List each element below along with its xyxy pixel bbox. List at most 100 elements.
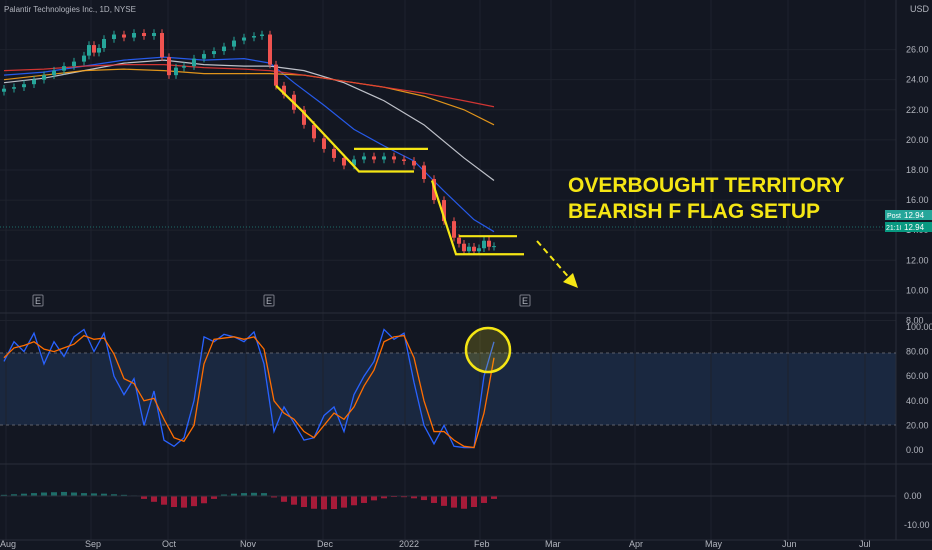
price-tick-label: 26.00	[906, 45, 929, 55]
momentum-bar	[81, 493, 87, 496]
momentum-bar	[271, 496, 277, 498]
momentum-bar	[331, 496, 337, 510]
post-badge-tag	[885, 210, 901, 220]
momentum-bar	[1, 494, 7, 496]
momentum-bar	[441, 496, 447, 506]
candle	[362, 156, 366, 160]
momentum-tick-label: -10.00	[904, 520, 930, 530]
price-tick-label: 16.00	[906, 195, 929, 205]
down-arrow-icon	[536, 240, 578, 288]
candle	[482, 240, 486, 249]
price-tick-label: 8.00	[906, 315, 924, 325]
candle	[32, 79, 36, 85]
momentum-bar	[351, 496, 357, 506]
momentum-bar	[381, 496, 387, 499]
candle	[232, 40, 236, 47]
earnings-marker-box	[263, 294, 275, 307]
time-tick-label: Aug	[0, 539, 16, 549]
stoch-tick-label: 0.00	[906, 445, 924, 455]
moving-averages	[3, 56, 495, 233]
earnings-marker-3[interactable]: E	[519, 294, 531, 307]
symbol-title: Palantir Technologies Inc., 1D, NYSE	[4, 5, 136, 14]
annotation-line-2: BEARISH F FLAG SETUP	[568, 200, 820, 223]
stoch-tick-label: 80.00	[906, 347, 929, 357]
stoch-tick-label: 100.00	[906, 322, 932, 332]
candle	[52, 70, 56, 76]
candle	[42, 75, 46, 80]
momentum-bar	[461, 496, 467, 509]
momentum-histogram	[0, 491, 896, 510]
candle	[332, 148, 336, 158]
flag-trendline	[430, 180, 524, 256]
candle	[12, 87, 16, 89]
earnings-marker-label: E	[522, 296, 528, 306]
momentum-bar	[181, 496, 187, 508]
momentum-bar	[261, 493, 267, 496]
momentum-bar	[221, 494, 227, 496]
momentum-bar	[51, 492, 57, 496]
momentum-bar	[411, 496, 417, 499]
momentum-bar	[371, 496, 377, 501]
stoch-tick-label: 60.00	[906, 371, 929, 381]
candle	[174, 67, 178, 76]
close-price-value: 12.94	[904, 223, 925, 232]
momentum-bar	[111, 494, 117, 496]
time-tick-label: Oct	[162, 539, 177, 549]
momentum-bar	[141, 496, 147, 499]
momentum-bar	[91, 493, 97, 496]
close-time-label: 21:10	[886, 225, 904, 232]
stoch-line-d	[3, 334, 495, 449]
momentum-bar	[361, 496, 367, 503]
candle	[202, 54, 206, 59]
post-price-value: 12.94	[904, 211, 925, 220]
stoch-tick-label: 40.00	[906, 396, 929, 406]
momentum-bar	[161, 496, 167, 505]
momentum-bar	[191, 496, 197, 507]
earnings-marker-box	[519, 294, 531, 307]
momentum-bar	[431, 496, 437, 503]
moving-average-ma50	[3, 59, 495, 181]
candle	[132, 33, 136, 38]
candle	[160, 33, 164, 58]
candle	[477, 248, 481, 252]
candle	[242, 37, 246, 41]
momentum-bar	[471, 496, 477, 508]
candle	[97, 48, 101, 53]
moving-average-ma20	[3, 56, 495, 233]
candle	[274, 64, 278, 86]
candle	[312, 124, 316, 139]
arrow-shaft	[536, 240, 573, 282]
time-axis-labels: Aug Sep Oct Nov Dec 2022 Feb Mar Apr May Jun Jul	[0, 539, 871, 549]
momentum-bar	[341, 496, 347, 508]
momentum-bar	[281, 496, 287, 502]
trendline-drawings[interactable]	[275, 84, 524, 256]
momentum-bar	[481, 496, 487, 503]
candle	[422, 165, 426, 180]
candle	[487, 240, 491, 247]
time-tick-label: Jul	[859, 539, 871, 549]
earnings-marker-box	[32, 294, 44, 307]
momentum-bar	[11, 494, 17, 496]
close-badge-value-bg	[901, 222, 932, 232]
momentum-bar	[241, 493, 247, 496]
candle	[22, 84, 26, 88]
candle	[252, 36, 256, 38]
candle	[192, 58, 196, 67]
earnings-marker-1[interactable]: E	[32, 294, 44, 307]
earnings-marker-label: E	[266, 296, 272, 306]
momentum-bar	[401, 496, 407, 498]
price-axis-labels: 26.0024.0022.0020.0018.0016.0014.0012.00…	[904, 45, 932, 530]
candle	[167, 57, 171, 76]
momentum-bar	[321, 496, 327, 510]
stochastic-lines	[3, 328, 495, 449]
candle	[492, 246, 496, 248]
earnings-marker-label: E	[35, 296, 41, 306]
post-price-badge: Post 12.94	[885, 210, 932, 220]
earnings-marker-2[interactable]: E	[263, 294, 275, 307]
time-tick-label: Nov	[240, 539, 257, 549]
candle	[382, 156, 386, 160]
candle	[342, 157, 346, 166]
candle	[282, 85, 286, 95]
